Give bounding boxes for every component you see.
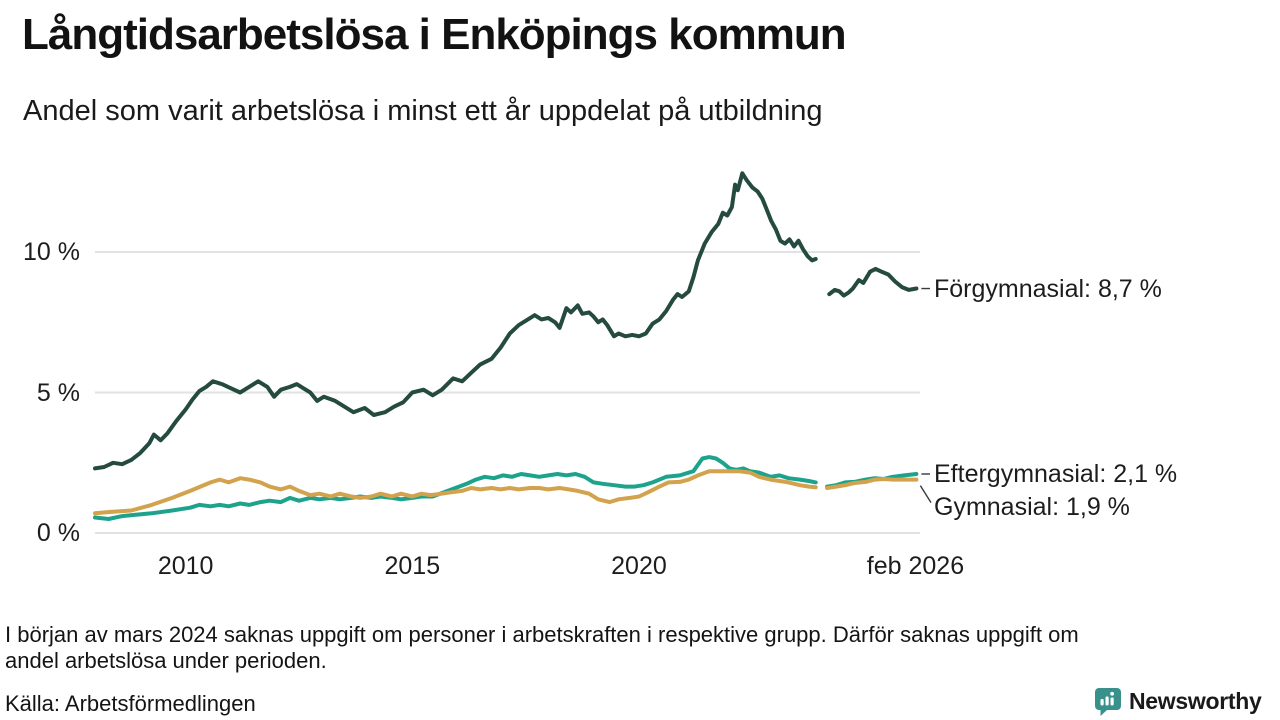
footnote-line-1: I början av mars 2024 saknas uppgift om …	[5, 622, 1079, 647]
newsworthy-logo-icon	[1095, 688, 1121, 716]
label-connector-gymnasial	[919, 485, 932, 503]
newsworthy-logo: Newsworthy	[1094, 687, 1262, 716]
x-axis-tick-label: 2010	[157, 552, 214, 580]
x-axis-tick-label: 2020	[611, 552, 667, 580]
series-label-gymnasial: Gymnasial: 1,9 %	[934, 492, 1130, 521]
series-line-förgymnasial	[93, 171, 919, 471]
x-axis-tick-label: 2015	[384, 552, 441, 580]
footnote-line-2: andel arbetslösa under perioden.	[5, 648, 327, 673]
page-subtitle: Andel som varit arbetslösa i minst ett å…	[23, 95, 823, 127]
series-label-forgymnasial: Förgymnasial: 8,7 %	[934, 274, 1162, 303]
newsworthy-logo-text: Newsworthy	[1129, 688, 1262, 714]
y-axis-tick-label: 5 %	[36, 378, 80, 407]
series-line-gymnasial	[93, 469, 919, 516]
series-label-eftergymnasial: Eftergymnasial: 2,1 %	[934, 459, 1178, 488]
x-axis-tick-label: feb 2026	[866, 552, 965, 580]
y-axis-tick-label: 0 %	[36, 519, 80, 547]
page-title: Långtidsarbetslösa i Enköpings kommun	[22, 10, 847, 59]
y-axis-tick-label: 10 %	[23, 238, 80, 266]
source-note: Källa: Arbetsförmedlingen	[5, 691, 256, 716]
